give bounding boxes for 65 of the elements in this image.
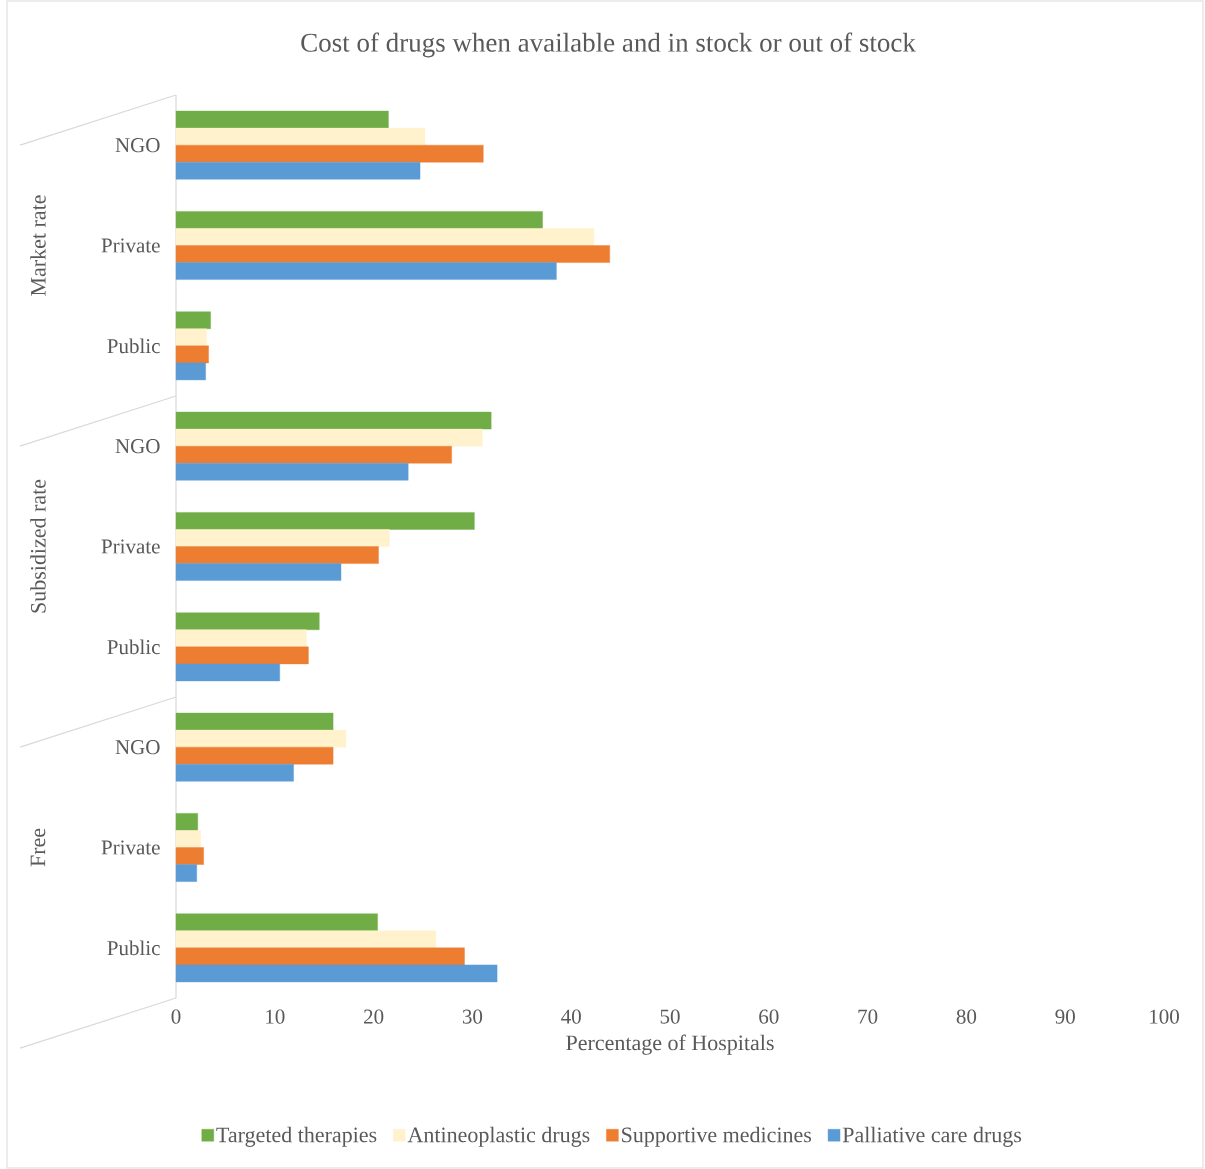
bar <box>175 445 452 464</box>
bar <box>175 529 390 547</box>
y-tick-label: NGO <box>115 439 160 454</box>
bar <box>175 546 379 564</box>
bar <box>175 512 475 530</box>
text: Subsidized rate <box>30 479 46 613</box>
bar <box>175 746 334 765</box>
text: Free <box>30 828 46 867</box>
bar <box>175 947 465 966</box>
y-tick-label: Public <box>107 639 160 655</box>
y-tick-label: Private <box>101 840 160 855</box>
legend-label: Antineoplastic drugs <box>407 1126 590 1147</box>
bar <box>175 712 334 731</box>
text: Market rate <box>30 195 46 296</box>
x-tick-label: 50 <box>660 1009 680 1024</box>
bar <box>175 847 204 865</box>
x-tick-label: 40 <box>561 1009 581 1024</box>
bar <box>175 964 498 983</box>
bar <box>175 311 211 329</box>
y-tick-label: Private <box>101 238 160 253</box>
bar <box>175 663 280 682</box>
bar <box>175 262 557 280</box>
bar <box>175 463 409 481</box>
chart-title: Cost of drugs when available and in stock or out of stock <box>301 32 916 58</box>
bar <box>175 830 201 848</box>
legend-label: Supportive medicines <box>622 1126 812 1147</box>
legend-label: Palliative care drugs <box>842 1126 1022 1147</box>
x-tick-label: 0 <box>171 1009 181 1024</box>
bar <box>175 729 347 748</box>
y-tick-label: Private <box>101 539 160 554</box>
x-tick-label: 10 <box>266 1009 285 1024</box>
bar <box>175 764 294 782</box>
x-tick-label: 90 <box>1055 1009 1075 1024</box>
x-tick-label: 30 <box>462 1009 483 1024</box>
bar <box>175 211 543 229</box>
bar <box>175 629 307 648</box>
y-tick-label: Public <box>107 338 160 354</box>
x-tick-label: 100 <box>1150 1009 1179 1024</box>
bar <box>175 245 610 263</box>
bar <box>175 328 207 347</box>
x-axis-title: Percentage of Hospitals <box>566 1034 774 1055</box>
x-tick-label: 20 <box>364 1009 384 1024</box>
bar <box>175 913 378 931</box>
bar <box>175 864 197 882</box>
bar <box>175 612 320 630</box>
bar <box>175 813 198 831</box>
bar <box>175 144 484 163</box>
bar <box>175 411 492 430</box>
y-tick-label: Public <box>107 940 160 956</box>
bar <box>175 563 342 581</box>
x-tick-label: 60 <box>759 1009 779 1024</box>
bar <box>175 930 437 949</box>
bar <box>175 428 483 447</box>
y-tick-label: NGO <box>115 138 160 153</box>
y-tick-label: NGO <box>115 740 160 755</box>
x-tick-label: 70 <box>858 1009 878 1024</box>
bar <box>175 646 309 665</box>
x-tick-label: 80 <box>956 1009 977 1024</box>
bar <box>175 127 426 146</box>
legend-label: Targeted therapies <box>216 1126 377 1147</box>
bar <box>175 228 595 246</box>
bar <box>175 345 209 364</box>
bar <box>175 110 389 129</box>
bar <box>175 362 206 381</box>
bar <box>175 162 421 180</box>
